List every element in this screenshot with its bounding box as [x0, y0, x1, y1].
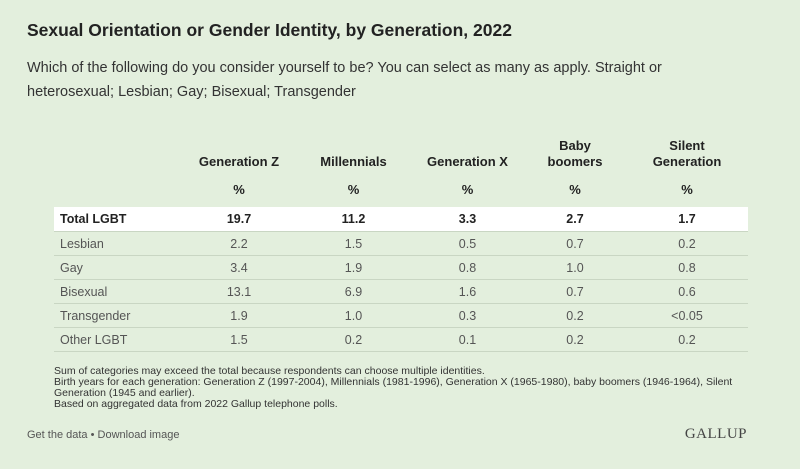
table-cell: 0.2	[524, 327, 626, 352]
table-cell: 0.1	[411, 327, 524, 352]
table-row: Gay 3.4 1.9 0.8 1.0 0.8	[54, 255, 748, 280]
table-cell: 0.7	[524, 279, 626, 304]
table-cell: 1.5	[296, 231, 411, 256]
table-cell: 2.7	[524, 207, 626, 232]
note-text: Sum of categories may exceed the total b…	[54, 365, 485, 377]
chart-subtitle: Which of the following do you consider y…	[27, 60, 662, 100]
link-separator: •	[87, 429, 98, 441]
row-label: Gay	[54, 255, 182, 280]
download-image-link[interactable]: Download image	[97, 429, 180, 441]
column-header: Silent Generation	[652, 138, 722, 169]
note-text: Based on aggregated data from 2022 Gallu…	[54, 398, 338, 410]
table-cell: 0.8	[626, 255, 748, 280]
row-label: Bisexual	[54, 279, 182, 304]
table-cell: 0.8	[411, 255, 524, 280]
table-row: Lesbian 2.2 1.5 0.5 0.7 0.2	[54, 231, 748, 256]
note-text: Birth years for each generation: Generat…	[54, 376, 733, 399]
table-row: Bisexual 13.1 6.9 1.6 0.7 0.6	[54, 279, 748, 304]
gallup-logo: GALLUP	[684, 426, 747, 442]
unit-label: %	[347, 181, 360, 197]
table-cell: 11.2	[296, 207, 411, 232]
column-header: Generation Z	[198, 154, 280, 169]
table-cell: 1.9	[296, 255, 411, 280]
table-cell: 1.0	[524, 255, 626, 280]
table-cell: 19.7	[182, 207, 296, 232]
column-header-row: Generation Z Millennials Generation X Ba…	[54, 136, 748, 171]
column-header: Millennials	[320, 154, 387, 169]
table-cell: 0.2	[296, 327, 411, 352]
unit-label: %	[233, 181, 245, 197]
unit-row: % % % % %	[54, 171, 748, 207]
table-cell: <0.05	[626, 303, 748, 328]
row-label-header	[54, 136, 182, 171]
row-label: Lesbian	[54, 231, 182, 256]
table-row: Total LGBT 19.7 11.2 3.3 2.7 1.7	[54, 207, 748, 232]
table-row: Transgender 1.9 1.0 0.3 0.2 <0.05	[54, 303, 748, 328]
table-cell: 1.9	[182, 303, 296, 328]
column-header: Generation X	[427, 154, 508, 169]
table-cell: 0.5	[411, 231, 524, 256]
chart-notes: Sum of categories may exceed the total b…	[54, 366, 754, 410]
table-cell: 0.7	[524, 231, 626, 256]
get-data-link[interactable]: Get the data	[27, 429, 88, 441]
data-table: Generation Z Millennials Generation X Ba…	[54, 136, 748, 352]
table-cell: 1.0	[296, 303, 411, 328]
table-cell: 0.2	[524, 303, 626, 328]
row-label: Other LGBT	[54, 327, 182, 352]
table-cell: 0.2	[626, 231, 748, 256]
table-cell: 0.2	[626, 327, 748, 352]
column-header: Baby boomers	[547, 138, 603, 169]
table-cell: 2.2	[182, 231, 296, 256]
row-label: Total LGBT	[54, 207, 182, 232]
table-cell: 1.6	[411, 279, 524, 304]
unit-label-blank	[54, 171, 182, 207]
unit-label: %	[461, 181, 474, 197]
footer-links: Get the data • Download image	[27, 429, 179, 441]
table-cell: 0.6	[626, 279, 748, 304]
chart-title: Sexual Orientation or Gender Identity, b…	[27, 20, 512, 40]
table-cell: 3.4	[182, 255, 296, 280]
table-cell: 1.7	[626, 207, 748, 232]
table-cell: 0.3	[411, 303, 524, 328]
unit-label: %	[681, 181, 693, 197]
row-label: Transgender	[54, 303, 182, 328]
table-cell: 6.9	[296, 279, 411, 304]
table-body: Total LGBT 19.7 11.2 3.3 2.7 1.7 Lesbian 2.2 1.5…	[54, 207, 748, 352]
table-cell: 3.3	[411, 207, 524, 232]
table-cell: 1.5	[182, 327, 296, 352]
table-cell: 13.1	[182, 279, 296, 304]
table-row: Other LGBT 1.5 0.2 0.1 0.2 0.2	[54, 327, 748, 352]
unit-label: %	[569, 181, 581, 197]
